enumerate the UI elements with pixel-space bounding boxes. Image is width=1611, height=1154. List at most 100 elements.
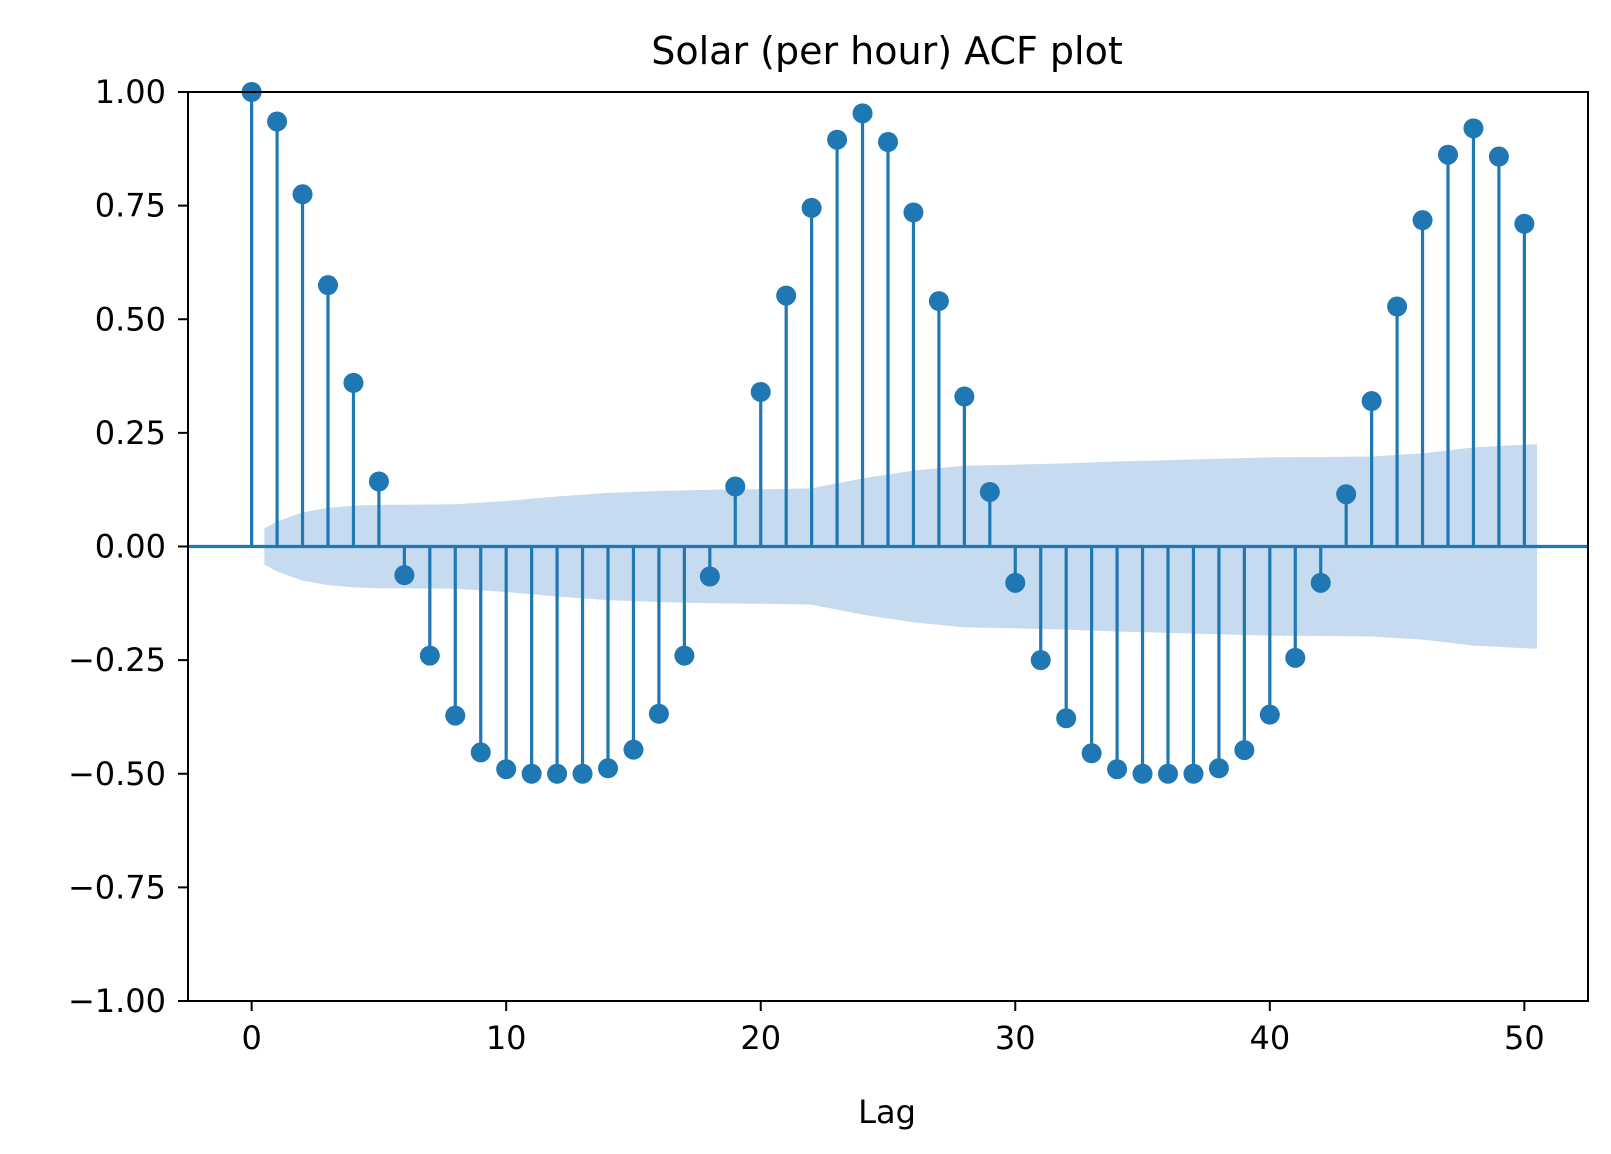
acf-stem-37: [1183, 546, 1204, 784]
y-tick-3: 0.25: [95, 414, 188, 452]
stem-marker: [750, 381, 771, 402]
stem-marker: [776, 285, 797, 306]
acf-stem-15: [623, 546, 644, 760]
stem-marker: [1132, 763, 1153, 784]
stem-marker: [1488, 146, 1509, 167]
y-tick-label: −0.75: [68, 868, 166, 906]
stem-marker: [1056, 708, 1077, 729]
acf-stem-50: [1514, 213, 1535, 547]
x-tick-30: 30: [995, 1001, 1036, 1057]
stem-marker: [878, 131, 898, 152]
acf-stem-7: [419, 546, 440, 666]
stem-marker: [1030, 650, 1051, 671]
y-tick-5: −0.25: [68, 641, 188, 679]
stem-marker: [903, 202, 924, 223]
acf-stem-5: [368, 471, 389, 547]
stem-marker: [572, 763, 593, 784]
y-tick-6: −0.50: [68, 755, 188, 793]
acf-stem-3: [318, 275, 338, 547]
x-tick-10: 10: [486, 1001, 527, 1057]
y-tick-label: −1.00: [68, 982, 166, 1020]
acf-stem-30: [1005, 546, 1026, 593]
y-ticks-layer: 1.00 0.75 0.50 0.25 0.00 −0.25 −0.50 −0.75 −1.00: [68, 73, 188, 1020]
acf-stem-11: [521, 546, 542, 784]
acf-stem-2: [292, 184, 313, 547]
stem-marker: [1234, 740, 1255, 761]
acf-stem-19: [725, 476, 746, 547]
stem-marker: [1310, 572, 1331, 593]
y-tick-0: 1.00: [95, 73, 188, 111]
acf-stem-20: [750, 381, 771, 547]
acf-stem-44: [1361, 391, 1382, 547]
y-tick-label: 0.25: [95, 414, 166, 452]
y-tick-1: 0.75: [95, 187, 188, 225]
stem-marker: [1081, 743, 1102, 764]
acf-stem-40: [1259, 546, 1280, 725]
acf-stem-46: [1412, 210, 1433, 547]
stem-marker: [267, 111, 288, 132]
x-tick-label: 30: [995, 1019, 1036, 1057]
stem-marker: [1158, 763, 1178, 784]
acf-stem-28: [954, 386, 975, 547]
stem-marker: [1005, 572, 1026, 593]
acf-stem-1: [267, 111, 288, 547]
x-tick-0: 0: [241, 1001, 262, 1057]
stem-marker: [318, 275, 338, 296]
stem-marker: [1208, 758, 1229, 779]
stem-marker: [648, 703, 669, 724]
acf-stem-41: [1285, 546, 1306, 668]
stem-marker: [1285, 647, 1306, 668]
y-tick-label: 0.75: [95, 187, 166, 225]
stem-marker: [954, 386, 975, 407]
x-tick-40: 40: [1249, 1001, 1290, 1057]
stem-marker: [1387, 296, 1408, 317]
acf-stem-43: [1336, 484, 1357, 547]
stem-marker: [598, 758, 618, 779]
acf-stem-47: [1438, 144, 1458, 547]
stem-marker: [827, 129, 848, 150]
acf-stem-32: [1056, 546, 1077, 729]
acf-stem-34: [1107, 546, 1128, 780]
acf-stem-9: [470, 546, 491, 763]
acf-stem-22: [801, 197, 822, 547]
stem-marker: [1514, 213, 1535, 234]
stem-marker: [699, 566, 720, 587]
stem-marker: [1463, 118, 1484, 139]
y-tick-4: 0.00: [95, 528, 188, 566]
acf-stem-21: [776, 285, 797, 547]
acf-stem-4: [343, 372, 364, 547]
acf-stem-10: [496, 546, 517, 780]
y-tick-8: −1.00: [68, 982, 188, 1020]
stem-marker: [852, 103, 873, 124]
y-tick-2: 0.50: [95, 300, 188, 338]
acf-stem-27: [928, 291, 949, 547]
y-tick-label: 0.50: [95, 300, 166, 338]
stem-marker: [292, 184, 313, 205]
acf-stem-36: [1158, 546, 1178, 784]
acf-stem-38: [1208, 546, 1229, 779]
acf-stem-12: [547, 546, 568, 784]
stem-marker: [801, 197, 822, 218]
stem-marker: [547, 763, 568, 784]
stem-marker: [979, 481, 1000, 502]
stem-marker: [623, 739, 644, 760]
acf-stem-45: [1387, 296, 1408, 547]
acf-stem-39: [1234, 546, 1255, 761]
x-tick-50: 50: [1504, 1001, 1545, 1057]
stem-marker: [1259, 704, 1280, 725]
stem-marker: [674, 645, 695, 666]
acf-stem-8: [445, 546, 466, 726]
stem-marker: [1438, 144, 1458, 165]
stem-marker: [1412, 210, 1433, 231]
stem-marker: [725, 476, 746, 497]
stem-marker: [1183, 763, 1204, 784]
acf-stem-16: [648, 546, 669, 724]
stem-marker: [1107, 759, 1128, 780]
x-tick-20: 20: [740, 1001, 781, 1057]
y-tick-label: 1.00: [95, 73, 166, 111]
acf-stem-29: [979, 481, 1000, 547]
x-ticks-layer: 0 10 20 30 40 50: [241, 1001, 1545, 1057]
acf-stem-24: [852, 103, 873, 547]
acf-stem-25: [878, 131, 898, 547]
